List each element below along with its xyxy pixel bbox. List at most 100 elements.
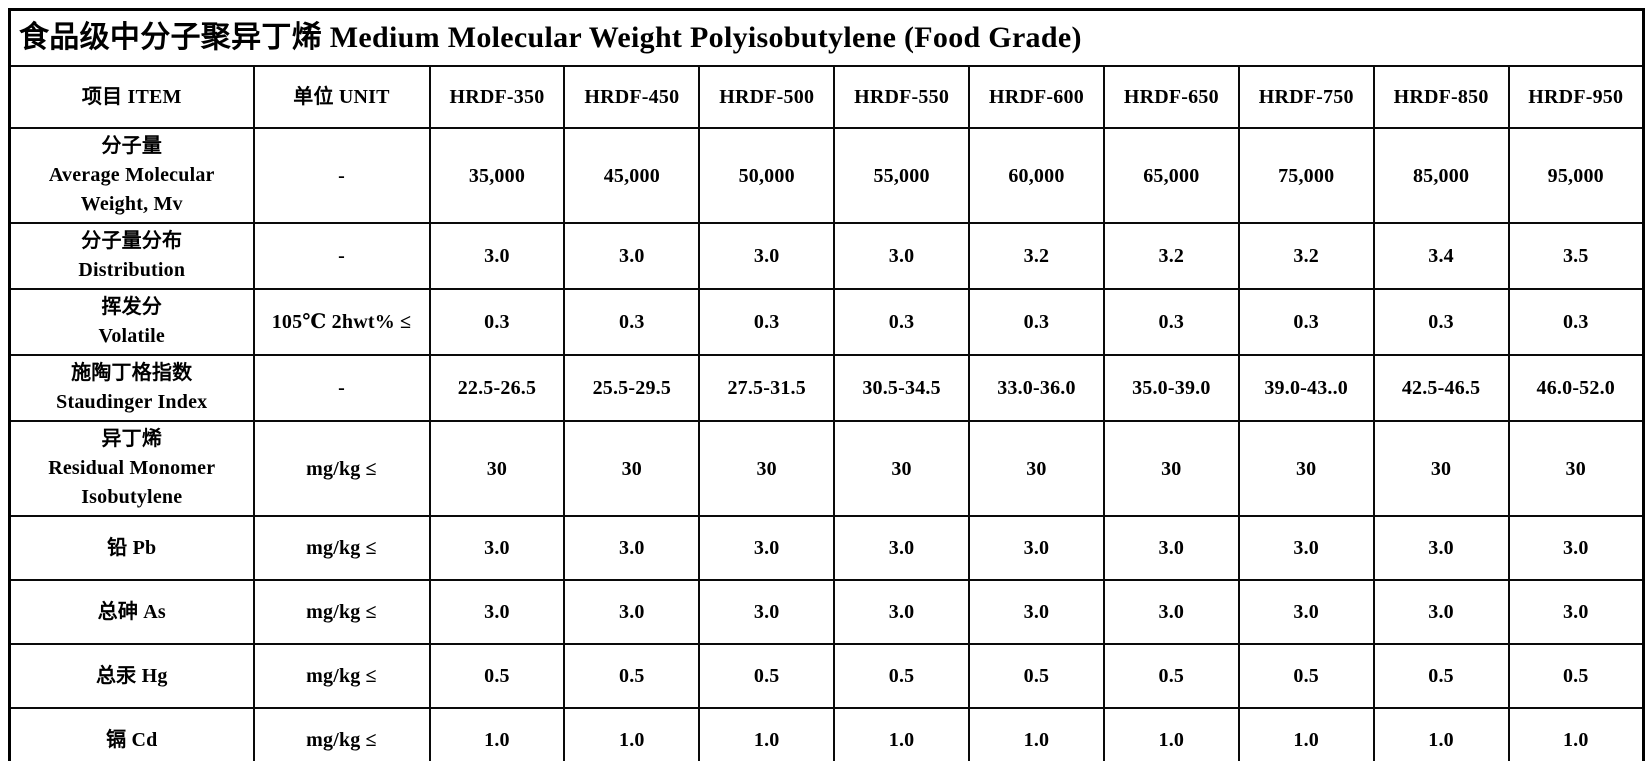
value-cell: 3.0 — [698, 515, 836, 581]
value-cell: 22.5-26.5 — [428, 354, 566, 422]
item-line: Average Molecular — [48, 164, 215, 186]
value-cell: 3.0 — [1507, 579, 1645, 645]
value-cell: 30.5-34.5 — [833, 354, 970, 422]
value-cell: 0.3 — [968, 288, 1105, 356]
value-cell: 3.0 — [428, 222, 566, 290]
value-cell: 3.0 — [428, 579, 566, 645]
item-cell: 总汞 Hg — [8, 643, 255, 709]
value-cell: 3.2 — [968, 222, 1105, 290]
value-cell: 30 — [1507, 420, 1645, 517]
value-cell: 1.0 — [698, 707, 836, 761]
item-line: Distribution — [78, 259, 186, 281]
table-row: 挥发分 Volatile 105℃ 2hwt% ≤0.3 0.3 0.3 0.3 0.3 0.… — [8, 288, 1645, 356]
unit-cell: 105℃ 2hwt% ≤ — [252, 288, 431, 356]
value-cell: 55,000 — [833, 127, 970, 224]
unit-cell: mg/kg ≤ — [252, 707, 431, 761]
value-cell: 30 — [968, 420, 1105, 517]
value-cell: 45,000 — [563, 127, 701, 224]
value-cell: 3.0 — [968, 515, 1105, 581]
unit-cell: - — [252, 222, 431, 290]
value-cell: 3.0 — [833, 579, 970, 645]
value-cell: 3.0 — [563, 515, 701, 581]
value-cell: 3.0 — [968, 579, 1105, 645]
item-cell: 铅 Pb — [8, 515, 255, 581]
unit-cell: mg/kg ≤ — [252, 515, 431, 581]
value-cell: 0.3 — [1237, 288, 1375, 356]
column-header-grade: HRDF-650 — [1102, 65, 1240, 129]
value-cell: 0.3 — [1102, 288, 1240, 356]
value-cell: 0.5 — [1237, 643, 1375, 709]
item-line: Staudinger Index — [56, 391, 208, 413]
value-cell: 3.5 — [1507, 222, 1645, 290]
item-line: 施陶丁格指数 — [71, 362, 193, 384]
value-cell: 3.0 — [833, 515, 970, 581]
column-header-grade: HRDF-950 — [1507, 65, 1645, 129]
value-cell: 3.0 — [833, 222, 970, 290]
value-cell: 3.2 — [1102, 222, 1240, 290]
value-cell: 30 — [1102, 420, 1240, 517]
item-line: 分子量分布 — [81, 230, 183, 252]
item-cell: 分子量分布 Distribution — [8, 222, 255, 290]
value-cell: 3.0 — [563, 222, 701, 290]
value-cell: 1.0 — [968, 707, 1105, 761]
column-header-grade: HRDF-600 — [968, 65, 1105, 129]
value-cell: 30 — [428, 420, 566, 517]
value-cell: 30 — [1372, 420, 1510, 517]
item-cell: 总砷 As — [8, 579, 255, 645]
value-cell: 3.0 — [563, 579, 701, 645]
value-cell: 30 — [698, 420, 836, 517]
value-cell: 1.0 — [1237, 707, 1375, 761]
value-cell: 30 — [1237, 420, 1375, 517]
value-cell: 1.0 — [428, 707, 566, 761]
item-line: 分子量 — [101, 135, 163, 157]
value-cell: 30 — [563, 420, 701, 517]
value-cell: 39.0-43..0 — [1237, 354, 1375, 422]
value-cell: 75,000 — [1237, 127, 1375, 224]
column-header-grade: HRDF-350 — [428, 65, 566, 129]
value-cell: 3.4 — [1372, 222, 1510, 290]
page-title: 食品级中分子聚异丁烯 Medium Molecular Weight Polyi… — [8, 8, 1645, 67]
value-cell: 0.5 — [1372, 643, 1510, 709]
value-cell: 3.0 — [1372, 515, 1510, 581]
value-cell: 0.5 — [833, 643, 970, 709]
value-cell: 33.0-36.0 — [968, 354, 1105, 422]
value-cell: 3.0 — [1507, 515, 1645, 581]
value-cell: 1.0 — [563, 707, 701, 761]
value-cell: 0.5 — [968, 643, 1105, 709]
column-header-unit: 单位 UNIT — [252, 65, 431, 129]
value-cell: 1.0 — [1372, 707, 1510, 761]
table-row: 总砷 As mg/kg ≤3.0 3.0 3.0 3.0 3.0 3.0 3.0 3.0 3.0 — [8, 579, 1645, 645]
table-row: 施陶丁格指数 Staudinger Index -22.5-26.5 25.5-29.… — [8, 354, 1645, 422]
unit-cell: - — [252, 354, 431, 422]
item-cell: 分子量 Average Molecular Weight, Mv — [8, 127, 255, 224]
item-cell: 镉 Cd — [8, 707, 255, 761]
spec-table: 食品级中分子聚异丁烯 Medium Molecular Weight Polyi… — [8, 8, 1645, 761]
column-header-grade: HRDF-550 — [833, 65, 970, 129]
value-cell: 0.5 — [1102, 643, 1240, 709]
value-cell: 0.3 — [698, 288, 836, 356]
value-cell: 0.5 — [428, 643, 566, 709]
item-line: 总砷 As — [97, 600, 166, 623]
value-cell: 50,000 — [698, 127, 836, 224]
value-cell: 95,000 — [1507, 127, 1645, 224]
value-cell: 3.0 — [1102, 515, 1240, 581]
value-cell: 60,000 — [968, 127, 1105, 224]
value-cell: 30 — [833, 420, 970, 517]
table-row: 异丁烯 Residual Monomer Isobutylene mg/kg ≤30 3… — [8, 420, 1645, 517]
value-cell: 3.0 — [1102, 579, 1240, 645]
value-cell: 3.0 — [428, 515, 566, 581]
value-cell: 0.5 — [563, 643, 701, 709]
column-header-grade: HRDF-500 — [698, 65, 836, 129]
column-header-grade: HRDF-750 — [1237, 65, 1375, 129]
value-cell: 1.0 — [1102, 707, 1240, 761]
unit-cell: mg/kg ≤ — [252, 579, 431, 645]
value-cell: 0.5 — [1507, 643, 1645, 709]
value-cell: 3.0 — [1237, 579, 1375, 645]
value-cell: 0.5 — [698, 643, 836, 709]
column-header-grade: HRDF-850 — [1372, 65, 1510, 129]
item-cell: 施陶丁格指数 Staudinger Index — [8, 354, 255, 422]
unit-cell: - — [252, 127, 431, 224]
item-line: Volatile — [98, 325, 165, 347]
value-cell: 3.0 — [698, 579, 836, 645]
item-cell: 异丁烯 Residual Monomer Isobutylene — [8, 420, 255, 517]
